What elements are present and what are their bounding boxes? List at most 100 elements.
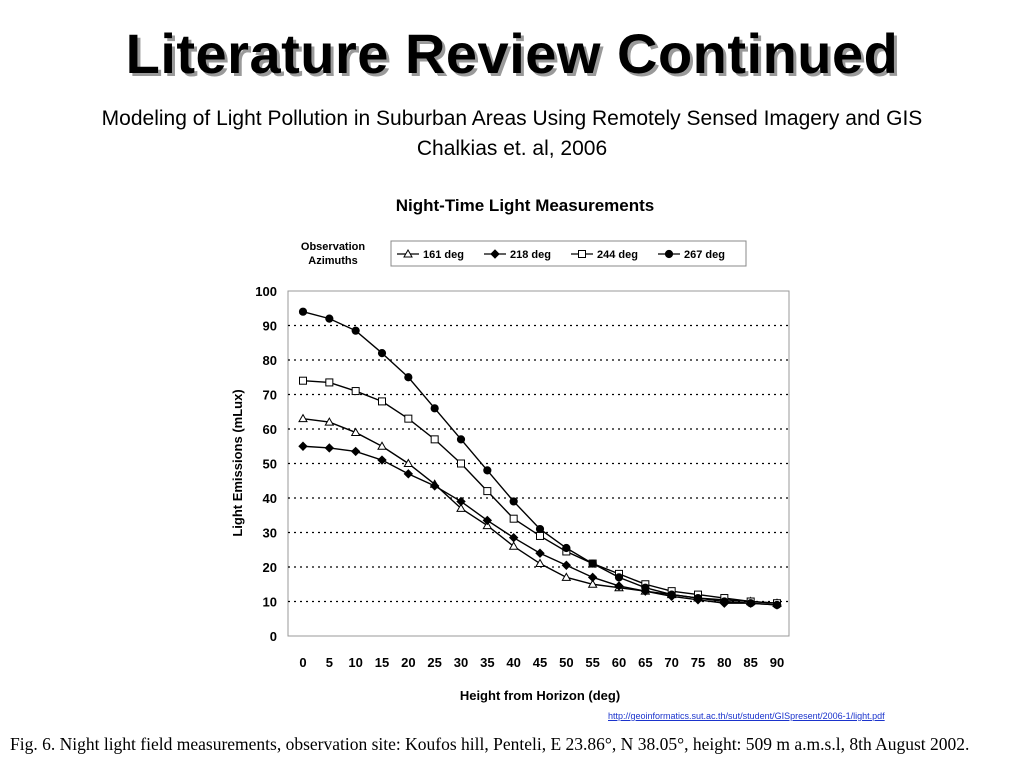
data-point bbox=[456, 503, 466, 512]
data-point bbox=[508, 541, 519, 550]
slide-title: Literature Review Continued bbox=[125, 22, 899, 85]
x-tick-label: 90 bbox=[770, 655, 784, 670]
legend-marker bbox=[490, 249, 500, 259]
x-tick-label: 65 bbox=[638, 655, 652, 670]
x-tick-label: 85 bbox=[743, 655, 757, 670]
legend-box bbox=[390, 240, 747, 267]
data-point bbox=[641, 583, 650, 592]
data-point bbox=[377, 441, 387, 450]
data-point bbox=[298, 307, 308, 316]
data-point bbox=[350, 446, 361, 457]
y-tick-label: 10 bbox=[263, 595, 277, 610]
data-point bbox=[324, 443, 335, 453]
series-3 bbox=[298, 307, 782, 610]
data-point bbox=[324, 417, 335, 426]
data-point bbox=[587, 579, 598, 588]
y-tick-label: 30 bbox=[263, 526, 277, 541]
data-point bbox=[509, 497, 518, 506]
paper-title: Modeling of Light Pollution in Suburban … bbox=[101, 107, 923, 130]
x-tick-label: 0 bbox=[299, 655, 306, 670]
y-tick-label: 0 bbox=[270, 629, 277, 644]
data-point bbox=[404, 414, 413, 423]
data-point bbox=[351, 387, 360, 396]
data-point bbox=[350, 427, 361, 436]
x-tick-label: 5 bbox=[326, 655, 333, 670]
y-tick-label: 40 bbox=[263, 491, 277, 506]
data-point bbox=[456, 435, 466, 444]
data-point bbox=[378, 397, 386, 406]
x-axis-label: Height from Horizon (deg) bbox=[460, 688, 620, 703]
legend-marker bbox=[578, 250, 586, 258]
y-axis-label: Light Emissions (mLux) bbox=[230, 389, 245, 536]
x-tick-label: 55 bbox=[585, 655, 599, 670]
data-point bbox=[430, 435, 439, 444]
data-point bbox=[508, 532, 519, 543]
data-point bbox=[588, 559, 597, 568]
x-tick-label: 75 bbox=[691, 655, 705, 670]
legend-label: 244 deg bbox=[597, 249, 638, 261]
y-tick-label: 60 bbox=[263, 422, 277, 437]
data-point bbox=[535, 558, 545, 568]
y-tick-label: 100 bbox=[255, 284, 277, 299]
data-point bbox=[377, 455, 387, 465]
data-point bbox=[430, 404, 439, 413]
figure-caption: Fig. 6. Night light field measurements, … bbox=[10, 734, 970, 754]
y-tick-label: 90 bbox=[263, 319, 277, 334]
data-point bbox=[509, 514, 518, 523]
data-point bbox=[693, 593, 703, 603]
slide-subtitle: Modeling of Light Pollution in Suburban … bbox=[0, 104, 1024, 164]
plot-area bbox=[287, 290, 790, 637]
y-axis-ticks: 0 10 20 30 40 50 60 70 80 90 100 bbox=[255, 284, 277, 644]
legend: 161 deg 218 deg 244 deg 267 deg bbox=[397, 248, 725, 261]
legend-marker bbox=[403, 248, 413, 258]
data-point bbox=[772, 600, 782, 610]
legend-label: 218 deg bbox=[510, 249, 551, 261]
data-point bbox=[351, 326, 360, 335]
data-point bbox=[561, 560, 572, 570]
x-tick-label: 45 bbox=[533, 655, 547, 670]
data-point bbox=[456, 496, 466, 507]
data-point bbox=[561, 572, 572, 581]
data-point bbox=[298, 413, 308, 423]
legend-marker bbox=[664, 249, 674, 259]
data-point bbox=[746, 599, 755, 608]
data-point bbox=[325, 378, 334, 387]
paper-authors: Chalkias et. al, 2006 bbox=[416, 137, 608, 160]
data-point bbox=[377, 349, 387, 358]
data-point bbox=[403, 469, 414, 479]
x-tick-label: 70 bbox=[664, 655, 678, 670]
y-tick-label: 70 bbox=[263, 388, 277, 403]
data-point bbox=[404, 373, 413, 382]
data-point bbox=[535, 524, 545, 534]
data-point bbox=[403, 458, 414, 467]
data-point bbox=[483, 466, 492, 475]
y-tick-label: 20 bbox=[263, 560, 277, 575]
legend-title-line2: Azimuths bbox=[308, 255, 358, 267]
source-link[interactable]: http://geoinformatics.sut.ac.th/sut/stud… bbox=[608, 711, 885, 721]
series bbox=[298, 307, 782, 610]
x-tick-label: 10 bbox=[348, 655, 362, 670]
x-tick-label: 50 bbox=[559, 655, 573, 670]
data-point bbox=[562, 543, 571, 553]
data-point bbox=[720, 597, 729, 606]
x-tick-label: 30 bbox=[454, 655, 468, 670]
data-point bbox=[667, 590, 676, 599]
data-point bbox=[298, 441, 308, 451]
data-point bbox=[536, 531, 544, 540]
chart-title: Night-Time Light Measurements bbox=[396, 196, 655, 215]
x-axis-ticks: 0 5 10 15 20 25 30 35 40 45 50 55 60 65 70 75 80 85 90 bbox=[299, 655, 784, 670]
data-point bbox=[325, 314, 334, 323]
x-tick-label: 35 bbox=[480, 655, 494, 670]
legend-label: 267 deg bbox=[684, 249, 725, 261]
legend-title-line1: Observation bbox=[301, 241, 365, 253]
x-tick-label: 40 bbox=[506, 655, 520, 670]
x-tick-label: 20 bbox=[401, 655, 415, 670]
data-point bbox=[457, 459, 465, 468]
data-point bbox=[535, 548, 545, 558]
data-point bbox=[614, 573, 624, 582]
y-tick-label: 50 bbox=[263, 457, 277, 472]
x-tick-label: 80 bbox=[717, 655, 731, 670]
data-point bbox=[614, 581, 624, 591]
x-tick-label: 60 bbox=[612, 655, 626, 670]
